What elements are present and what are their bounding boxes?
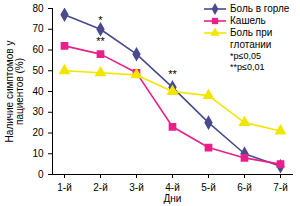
- svg-text:**: **: [96, 35, 105, 47]
- svg-text:7-й: 7-й: [273, 182, 287, 193]
- svg-text:Наличие симптомов упациентов (: Наличие симптомов упациентов (%): [4, 41, 25, 143]
- svg-text:5-й: 5-й: [201, 182, 215, 193]
- svg-text:30: 30: [32, 106, 44, 117]
- svg-text:6-й: 6-й: [237, 182, 251, 193]
- html-text:*p≤0,05: *p≤0,05: [230, 51, 261, 61]
- svg-text:*: *: [98, 14, 103, 26]
- svg-text:40: 40: [32, 86, 44, 97]
- html-text:Боль в горле: Боль в горле: [230, 3, 290, 14]
- svg-text:**: **: [168, 68, 177, 80]
- svg-text:10: 10: [32, 148, 44, 159]
- svg-text:3-й: 3-й: [129, 182, 143, 193]
- html-text:Кашель: Кашель: [230, 15, 266, 26]
- svg-text:2-й: 2-й: [93, 182, 107, 193]
- svg-text:Дни: Дни: [164, 193, 182, 204]
- svg-text:4-й: 4-й: [165, 182, 179, 193]
- html-text:**p≤0,01: **p≤0,01: [230, 62, 265, 72]
- svg-text:60: 60: [32, 44, 44, 55]
- svg-text:70: 70: [32, 23, 44, 34]
- svg-text:0: 0: [38, 169, 44, 180]
- svg-text:80: 80: [32, 3, 44, 14]
- svg-text:1-й: 1-й: [57, 182, 71, 193]
- svg-text:20: 20: [32, 127, 44, 138]
- svg-text:50: 50: [32, 65, 44, 76]
- html-text:Боль при глотании: Боль при глотании: [230, 27, 273, 50]
